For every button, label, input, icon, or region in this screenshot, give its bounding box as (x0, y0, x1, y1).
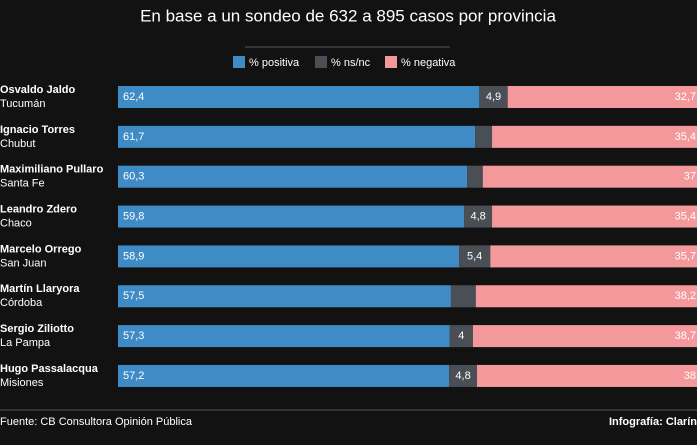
legend-label: % ns/nc (331, 57, 371, 69)
bar-segment (118, 205, 465, 228)
value-label: 35,4 (675, 131, 696, 143)
value-label: 61,7 (123, 131, 144, 143)
bar-segment (449, 364, 477, 387)
candidate-name: Martín Llaryora (0, 283, 80, 295)
bar-segment (449, 325, 473, 348)
value-label: 60,3 (123, 171, 144, 183)
bar-segment (475, 125, 493, 148)
bar-segment (118, 364, 450, 387)
value-label: 38 (684, 370, 696, 382)
legend-label: % negativa (401, 57, 456, 69)
credit: Infografía: Clarín (609, 416, 697, 428)
bar-segment (118, 165, 468, 188)
value-label: 57,5 (123, 290, 144, 302)
source: Fuente: CB Consultora Opinión Pública (0, 416, 193, 428)
bar-segment (450, 285, 476, 308)
province-name: Santa Fe (0, 178, 45, 190)
chart-title: En base a un sondeo de 632 a 895 casos p… (140, 6, 556, 25)
value-label: 57,3 (123, 330, 144, 342)
value-label: 57,2 (123, 370, 144, 382)
province-name: Córdoba (0, 297, 43, 309)
bar-segment (475, 285, 697, 308)
legend-swatch (315, 56, 327, 68)
value-label: 58,9 (123, 250, 144, 262)
bar-segment (492, 205, 697, 228)
candidate-name: Maximiliano Pullaro (0, 164, 104, 176)
candidate-name: Hugo Passalacqua (0, 363, 99, 375)
candidate-name: Sergio Ziliotto (0, 323, 74, 335)
bar-segment (118, 125, 476, 148)
bar-segment (467, 165, 483, 188)
legend-swatch (233, 56, 245, 68)
province-name: Chaco (0, 217, 32, 229)
bar-segment (464, 205, 493, 228)
value-label: 62,4 (123, 91, 144, 103)
province-name: San Juan (0, 257, 46, 269)
candidate-name: Ignacio Torres (0, 124, 75, 136)
bar-segment (492, 125, 697, 148)
value-label: 4,8 (455, 370, 470, 382)
province-name: Chubut (0, 138, 35, 150)
candidate-name: Leandro Zdero (0, 203, 77, 215)
bar-segment (459, 245, 491, 268)
bar-segment (118, 86, 480, 108)
value-label: 4,8 (470, 210, 485, 222)
value-label: 32,7 (675, 91, 696, 103)
bar-segment (490, 245, 697, 268)
legend-label: % positiva (249, 57, 300, 69)
legend-swatch (385, 56, 397, 68)
province-name: Tucumán (0, 98, 45, 110)
bar-segment (472, 325, 697, 348)
bar-segment (118, 325, 450, 348)
value-label: 37 (684, 171, 696, 183)
value-label: 38,7 (675, 330, 696, 342)
province-name: Misiones (0, 377, 44, 389)
candidate-name: Osvaldo Jaldo (0, 84, 75, 96)
bar-segment (118, 245, 460, 268)
province-name: La Pampa (0, 337, 51, 349)
value-label: 4,9 (486, 91, 501, 103)
bar-segment (479, 86, 508, 108)
value-label: 35,7 (675, 250, 696, 262)
bar-segment (118, 285, 451, 308)
value-label: 59,8 (123, 210, 144, 222)
bar-segment (507, 86, 697, 108)
candidate-name: Marcelo Orrego (0, 243, 82, 255)
value-label: 5,4 (467, 250, 482, 262)
value-label: 4 (458, 330, 464, 342)
value-label: 35,4 (675, 210, 696, 222)
value-label: 38,2 (675, 290, 696, 302)
bar-segment (476, 364, 697, 387)
bar-segment (482, 165, 697, 188)
